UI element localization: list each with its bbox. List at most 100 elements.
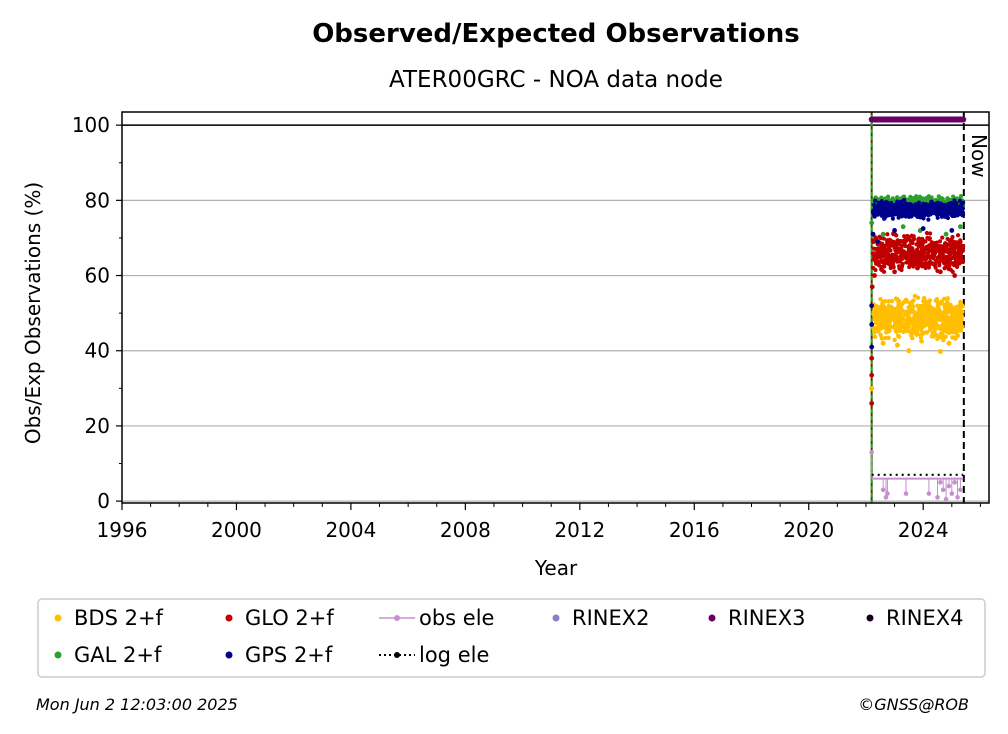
- data-point: [933, 249, 938, 254]
- y-tick-label: 80: [85, 188, 110, 212]
- data-point: [911, 264, 916, 269]
- legend-marker: [54, 651, 62, 659]
- data-point: [926, 491, 932, 496]
- data-point: [923, 303, 929, 309]
- data-point: [906, 315, 912, 320]
- data-point: [952, 321, 957, 326]
- data-point: [899, 313, 904, 318]
- data-point: [897, 259, 903, 264]
- data-point: [946, 264, 951, 269]
- data-point: [960, 213, 965, 218]
- data-point: [878, 296, 883, 302]
- data-point: [898, 239, 903, 244]
- data-point: [896, 327, 901, 332]
- data-point: [886, 205, 891, 210]
- data-point: [914, 205, 919, 210]
- legend-item: RINEX2: [552, 606, 650, 630]
- data-point: [875, 239, 880, 245]
- legend-marker: [394, 652, 400, 658]
- data-point: [954, 264, 960, 269]
- data-point: [935, 215, 940, 220]
- data-point: [889, 298, 895, 304]
- data-point: [878, 311, 884, 316]
- data-point: [945, 236, 950, 242]
- x-tick-label: 2012: [554, 518, 605, 542]
- data-point: [920, 236, 925, 241]
- data-marks: [868, 116, 967, 502]
- data-point: [924, 230, 929, 236]
- legend-marker: [225, 614, 233, 622]
- data-point: [888, 265, 893, 271]
- data-point: [901, 194, 906, 199]
- data-point: [943, 231, 949, 237]
- data-point: [943, 334, 948, 339]
- data-point: [911, 309, 916, 315]
- data-point: [949, 491, 955, 496]
- data-point: [957, 224, 963, 230]
- data-point: [926, 217, 931, 222]
- legend-marker: [225, 651, 233, 659]
- series-gps-2-f: [869, 197, 966, 350]
- data-point: [898, 322, 903, 328]
- data-point: [900, 224, 906, 230]
- data-point: [913, 261, 918, 266]
- data-point: [892, 308, 898, 313]
- data-point: [899, 267, 904, 273]
- data-point: [883, 209, 888, 214]
- data-point: [958, 487, 963, 493]
- legend-marker: [54, 614, 62, 622]
- data-point: [940, 244, 945, 249]
- data-point: [910, 335, 915, 341]
- gridlines: [122, 124, 989, 502]
- data-point: [927, 327, 933, 332]
- legend-marker: [866, 614, 874, 622]
- data-point: [938, 258, 944, 263]
- data-point: [881, 299, 886, 304]
- legend-item: BDS 2+f: [54, 606, 164, 630]
- data-point: [948, 251, 953, 256]
- legend-marker: [708, 614, 716, 622]
- data-point: [873, 198, 878, 203]
- legend-item: log ele: [379, 643, 489, 667]
- data-point: [874, 261, 879, 266]
- data-point: [953, 208, 958, 213]
- data-point: [934, 332, 939, 338]
- data-point: [948, 200, 954, 206]
- data-point: [869, 322, 875, 327]
- data-point: [904, 321, 910, 327]
- now-label: Now: [967, 134, 991, 178]
- data-point: [941, 213, 946, 218]
- data-point: [910, 257, 915, 262]
- data-point: [914, 332, 919, 337]
- data-point: [949, 310, 954, 315]
- data-point: [928, 259, 933, 265]
- legend-label: RINEX2: [572, 606, 650, 630]
- data-point: [916, 306, 922, 312]
- data-point: [949, 324, 955, 329]
- data-point: [869, 385, 875, 391]
- data-point: [949, 240, 955, 246]
- data-point: [880, 259, 885, 265]
- data-point: [885, 232, 890, 237]
- data-point: [896, 249, 902, 255]
- legend-item: GLO 2+f: [225, 606, 334, 630]
- data-point: [902, 234, 907, 239]
- x-tick-label: 2024: [898, 518, 949, 542]
- legend-label: BDS 2+f: [74, 606, 164, 630]
- data-point: [952, 273, 958, 278]
- data-point: [869, 344, 875, 350]
- chart-subtitle: ATER00GRC - NOA data node: [389, 67, 723, 93]
- data-point: [877, 208, 882, 213]
- data-point: [943, 496, 949, 502]
- x-tick-label: 2008: [440, 518, 491, 542]
- data-point: [939, 327, 945, 332]
- data-point: [891, 232, 896, 237]
- data-point: [886, 326, 891, 331]
- data-point: [888, 254, 894, 259]
- data-point: [885, 212, 890, 218]
- data-point: [876, 200, 881, 205]
- series-bds-2-f: [869, 293, 965, 391]
- data-point: [948, 317, 953, 323]
- data-point: [940, 252, 946, 257]
